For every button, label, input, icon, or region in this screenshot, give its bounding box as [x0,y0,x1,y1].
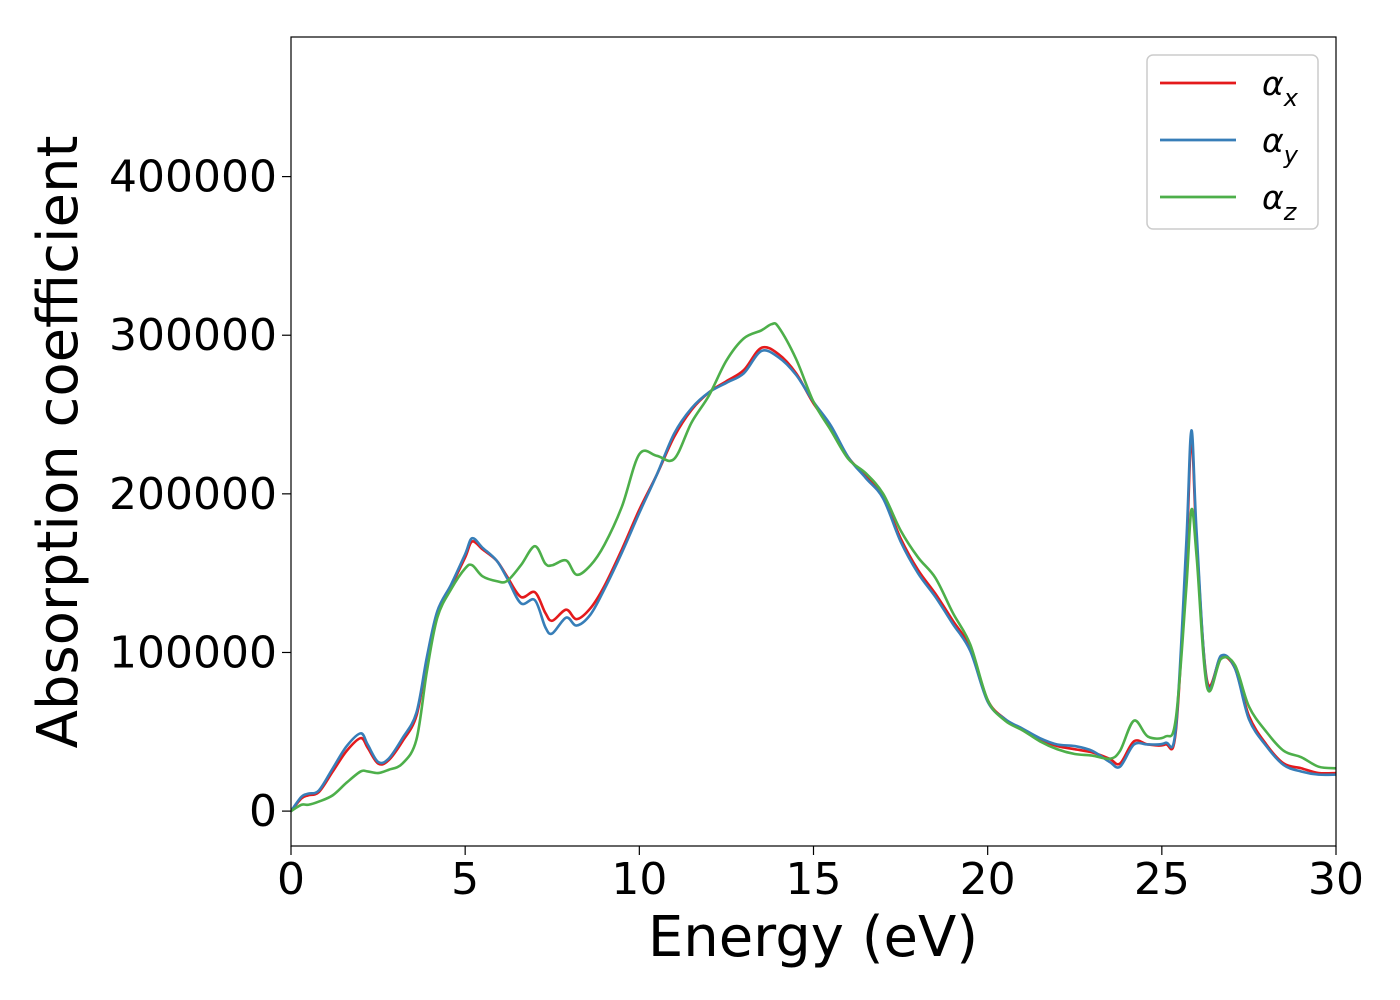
legend-symbol: α [1262,64,1284,103]
series-line-z [291,322,1336,813]
legend-label-x: αx [1262,64,1299,112]
y-tick-label: 0 [249,786,277,837]
x-tick-label: 25 [1134,854,1190,905]
series-lines [291,322,1336,813]
y-tick-label: 300000 [109,310,277,361]
x-axis-ticks: 0 5 10 15 20 25 30 [277,846,1364,905]
legend-subscript: x [1283,84,1299,112]
legend-subscript: y [1283,141,1299,169]
x-tick-label: 15 [786,854,842,905]
x-tick-label: 10 [611,854,667,905]
y-tick-label: 100000 [109,627,277,678]
legend-label-y: αy [1262,121,1299,169]
x-tick-label: 30 [1308,854,1364,905]
x-axis-label: Energy (eV) [648,905,978,970]
y-tick-label: 400000 [109,152,277,203]
legend-subscript: z [1283,198,1298,226]
legend-symbol: α [1262,178,1284,217]
x-tick-label: 20 [960,854,1016,905]
legend-frame [1146,54,1319,230]
y-tick-label: 200000 [109,469,277,520]
y-axis-label: Absorption coefficient [26,136,91,749]
legend-label-z: αz [1262,178,1298,226]
x-tick-label: 5 [451,854,479,905]
x-tick-label: 0 [277,854,305,905]
legend-symbol: α [1262,121,1284,160]
y-axis-ticks: 0 100000 200000 300000 400000 [109,152,291,837]
series-line-y [291,349,1336,813]
